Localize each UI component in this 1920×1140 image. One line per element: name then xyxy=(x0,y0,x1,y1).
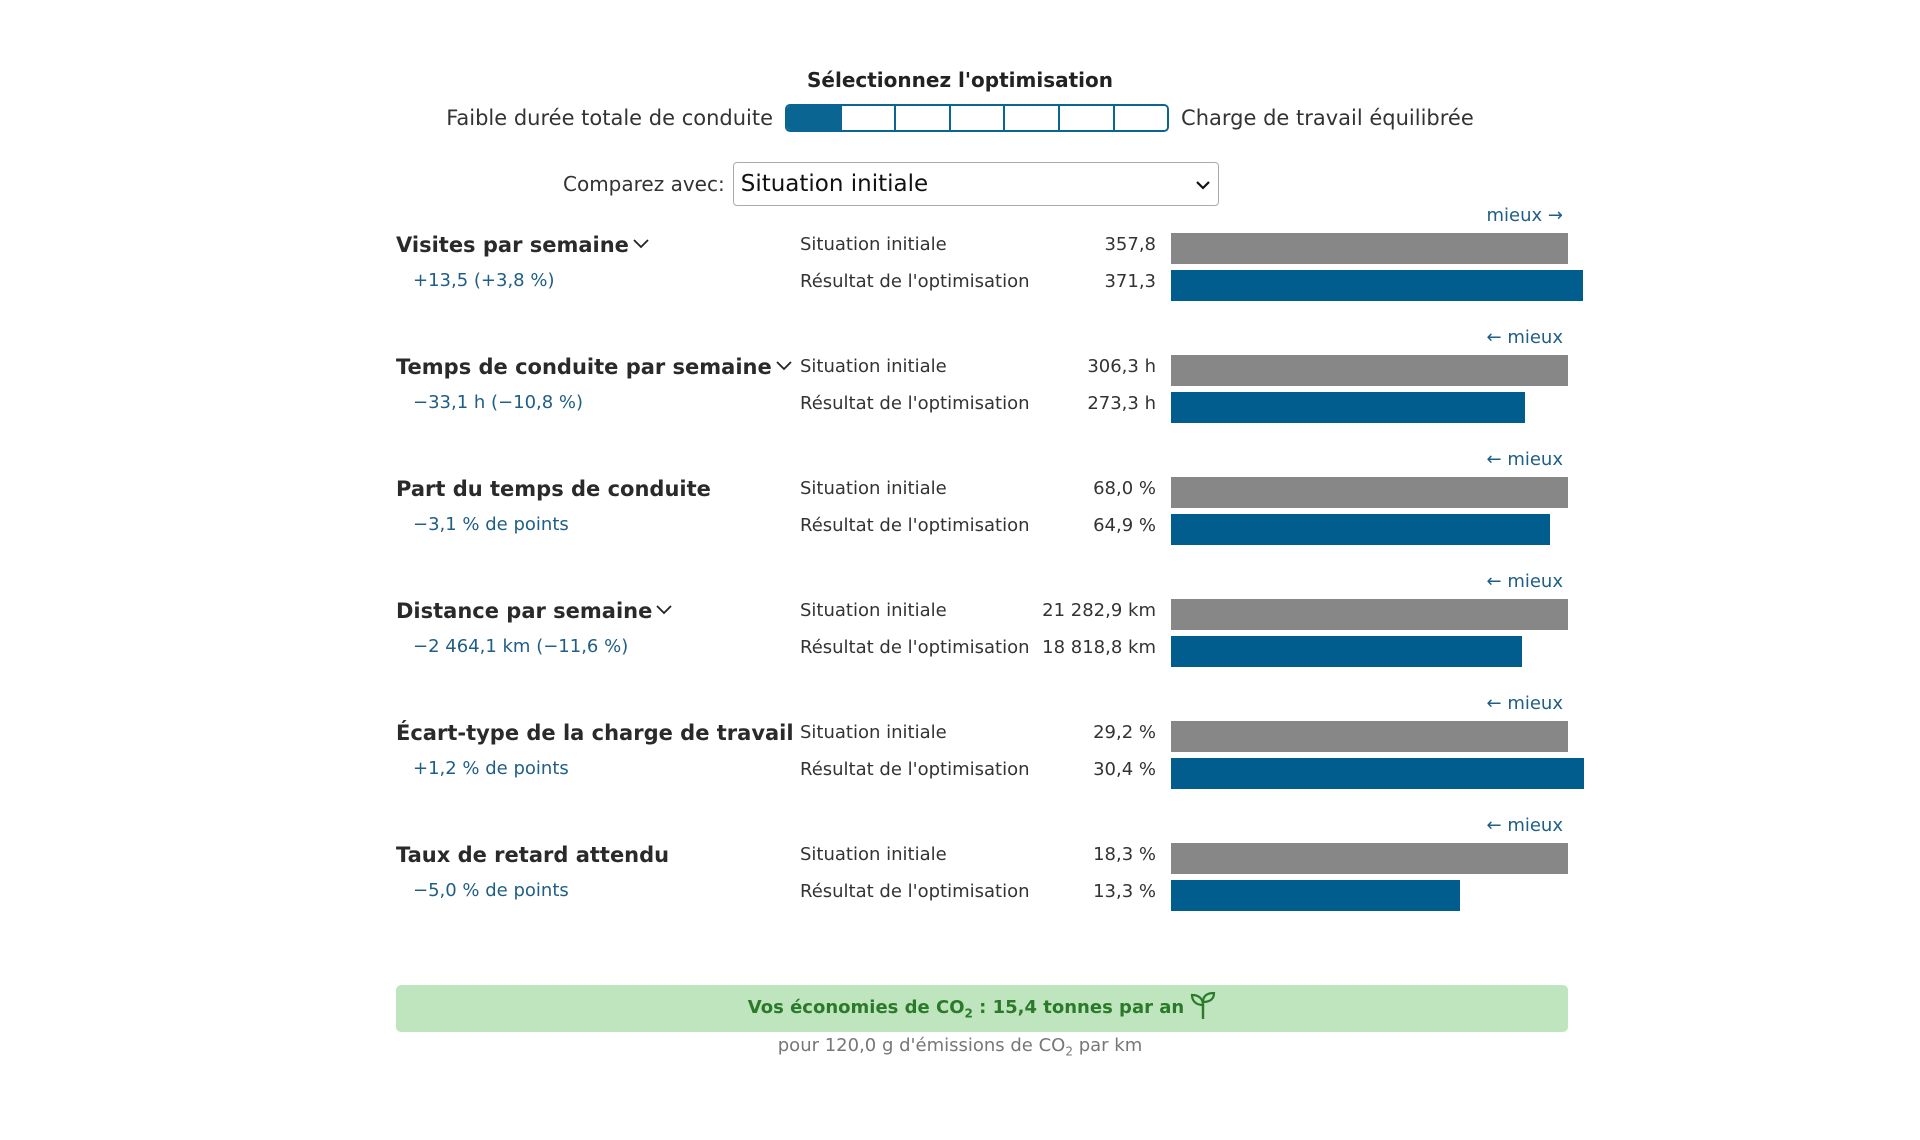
metric-title-text: Taux de retard attendu xyxy=(396,843,670,867)
baseline-value: 29,2 % xyxy=(1093,722,1156,743)
metric-title[interactable]: Visites par semaine xyxy=(396,233,649,257)
optimized-label: Résultat de l'optimisation xyxy=(800,759,1030,780)
optimization-segment[interactable] xyxy=(896,106,951,130)
compare-select[interactable]: Situation initiale xyxy=(732,162,1219,206)
optimized-bar xyxy=(1171,392,1525,423)
optimization-segment[interactable] xyxy=(1114,106,1168,130)
metric-change: −3,1 % de points xyxy=(413,514,569,535)
optimized-bar xyxy=(1171,270,1583,301)
metric-title-text: Visites par semaine xyxy=(396,233,629,257)
baseline-label: Situation initiale xyxy=(800,356,947,377)
metric-title-text: Écart-type de la charge de travail xyxy=(396,721,794,745)
compare-select-value: Situation initiale xyxy=(740,171,929,197)
baseline-label: Situation initiale xyxy=(800,722,947,743)
optimization-left-label: Faible durée totale de conduite xyxy=(446,106,774,130)
metric-title: Taux de retard attendu xyxy=(396,843,669,867)
co2-note: pour 120,0 g d'émissions de CO2 par km xyxy=(777,1035,1143,1059)
baseline-bar xyxy=(1171,233,1568,264)
baseline-value: 21 282,9 km xyxy=(1042,600,1156,621)
metric-row: ← mieux Part du temps de conduite −3,1 % d… xyxy=(0,449,1920,571)
compare-row: Comparez avec: Situation initiale xyxy=(563,162,1219,206)
metric-row: mieux → Visites par semaine +13,5 (+3,8 %)… xyxy=(0,205,1920,327)
optimization-segment[interactable] xyxy=(1059,106,1115,130)
optimized-label: Résultat de l'optimisation xyxy=(800,271,1030,292)
baseline-value: 306,3 h xyxy=(1087,356,1156,377)
optimization-right-label: Charge de travail équilibrée xyxy=(1181,106,1474,130)
optimized-value: 13,3 % xyxy=(1093,881,1156,902)
better-direction-hint: ← mieux xyxy=(1486,449,1563,470)
baseline-label: Situation initiale xyxy=(800,844,947,865)
optimized-value: 18 818,8 km xyxy=(1042,637,1156,658)
optimized-label: Résultat de l'optimisation xyxy=(800,637,1030,658)
baseline-bar xyxy=(1171,843,1568,874)
metric-title[interactable]: Distance par semaine xyxy=(396,599,672,623)
baseline-bar xyxy=(1171,721,1568,752)
metric-change: −33,1 h (−10,8 %) xyxy=(413,392,584,413)
better-direction-hint: ← mieux xyxy=(1486,693,1563,714)
optimization-title: Sélectionnez l'optimisation xyxy=(807,68,1113,92)
baseline-bar xyxy=(1171,599,1568,630)
optimization-selector: Faible durée totale de conduite Charge d… xyxy=(0,104,1920,132)
metric-row: ← mieux Temps de conduite par semaine −33,… xyxy=(0,327,1920,449)
chevron-down-icon[interactable] xyxy=(776,359,792,375)
baseline-label: Situation initiale xyxy=(800,234,947,255)
optimization-segment[interactable] xyxy=(950,106,1006,130)
baseline-value: 68,0 % xyxy=(1093,478,1156,499)
metric-row: ← mieux Écart-type de la charge de travai… xyxy=(0,693,1920,815)
optimization-slider[interactable] xyxy=(785,104,1170,132)
co2-savings-banner: Vos économies de CO2 : 15,4 tonnes par a… xyxy=(396,985,1568,1032)
baseline-value: 357,8 xyxy=(1104,234,1156,255)
chevron-down-icon[interactable] xyxy=(633,237,649,253)
better-direction-hint: ← mieux xyxy=(1486,815,1563,836)
optimization-segment[interactable] xyxy=(787,106,842,130)
chevron-down-icon[interactable] xyxy=(656,603,672,619)
better-direction-hint: mieux → xyxy=(1486,205,1563,226)
metric-change: −2 464,1 km (−11,6 %) xyxy=(413,636,629,657)
metric-title: Écart-type de la charge de travail xyxy=(396,721,794,745)
optimized-value: 64,9 % xyxy=(1093,515,1156,536)
metric-change: +1,2 % de points xyxy=(413,758,569,779)
co2-savings-text: Vos économies de CO2 : 15,4 tonnes par a… xyxy=(747,996,1185,1021)
optimized-bar xyxy=(1171,880,1460,911)
optimized-bar xyxy=(1171,514,1550,545)
metric-title[interactable]: Temps de conduite par semaine xyxy=(396,355,792,379)
baseline-bar xyxy=(1171,477,1568,508)
metric-row: ← mieux Taux de retard attendu −5,0 % de p… xyxy=(0,815,1920,937)
optimized-label: Résultat de l'optimisation xyxy=(800,393,1030,414)
optimization-segment[interactable] xyxy=(1005,106,1060,130)
compare-label: Comparez avec: xyxy=(563,172,725,196)
optimized-value: 30,4 % xyxy=(1093,759,1156,780)
better-direction-hint: ← mieux xyxy=(1486,327,1563,348)
optimized-label: Résultat de l'optimisation xyxy=(800,515,1030,536)
baseline-bar xyxy=(1171,355,1568,386)
optimized-label: Résultat de l'optimisation xyxy=(800,881,1030,902)
metric-title-text: Temps de conduite par semaine xyxy=(396,355,772,379)
optimized-value: 273,3 h xyxy=(1087,393,1156,414)
chevron-down-icon xyxy=(1195,175,1210,194)
metric-change: −5,0 % de points xyxy=(413,880,569,901)
baseline-value: 18,3 % xyxy=(1093,844,1156,865)
metric-title-text: Distance par semaine xyxy=(396,599,653,623)
metric-change: +13,5 (+3,8 %) xyxy=(413,270,555,291)
baseline-label: Situation initiale xyxy=(800,600,947,621)
sprout-icon xyxy=(1190,991,1216,1025)
optimization-segment[interactable] xyxy=(841,106,897,130)
baseline-label: Situation initiale xyxy=(800,478,947,499)
metric-title-text: Part du temps de conduite xyxy=(396,477,711,501)
optimized-value: 371,3 xyxy=(1104,271,1156,292)
optimized-bar xyxy=(1171,758,1584,789)
metric-title: Part du temps de conduite xyxy=(396,477,711,501)
optimized-bar xyxy=(1171,636,1522,667)
better-direction-hint: ← mieux xyxy=(1486,571,1563,592)
metric-row: ← mieux Distance par semaine −2 464,1 km (… xyxy=(0,571,1920,693)
